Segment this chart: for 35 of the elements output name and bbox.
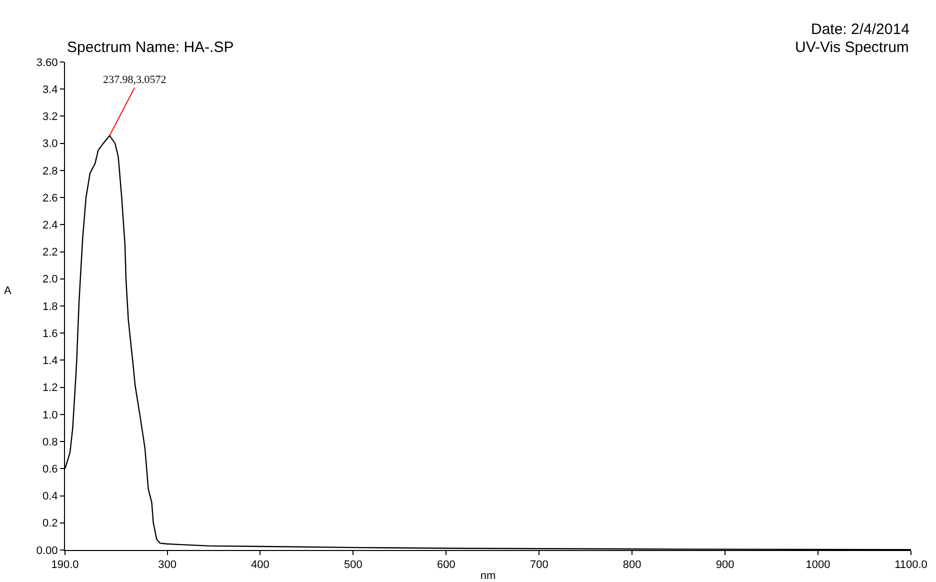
x-axis-title: nm xyxy=(480,570,496,582)
x-tick-label: 700 xyxy=(530,559,548,572)
y-tick-label: 0.00 xyxy=(36,544,58,557)
x-tick-label: 1100.0 xyxy=(894,559,928,572)
y-tick-label: 3.4 xyxy=(42,84,58,96)
y-tick-label: 1.4 xyxy=(42,355,58,368)
y-tick-label: 2.6 xyxy=(42,192,58,204)
y-tick-label: 3.0 xyxy=(42,138,58,150)
x-tick-label: 300 xyxy=(158,559,176,572)
y-tick-label: 0.4 xyxy=(42,490,58,503)
y-tick-label: 3.60 xyxy=(36,56,58,69)
y-axis-title: A xyxy=(4,285,12,297)
x-tick-label: 190.0 xyxy=(51,559,79,572)
x-tick-label: 400 xyxy=(251,559,270,572)
y-tick-label: 1.6 xyxy=(42,328,58,340)
y-tick-label: 1.0 xyxy=(42,409,58,422)
y-tick-label: 0.2 xyxy=(42,518,58,530)
chart-subtitle: UV-Vis Spectrum xyxy=(795,39,909,56)
x-tick-label: 500 xyxy=(344,559,362,572)
y-tick-label: 2.2 xyxy=(42,246,58,259)
x-tick-label: 800 xyxy=(622,559,642,572)
x-tick-label: 600 xyxy=(436,559,456,572)
text: Date: 2/4/2014 xyxy=(811,21,910,38)
x-tick-label: 1000 xyxy=(806,559,830,572)
y-tick-label: 1.8 xyxy=(42,300,58,313)
annotation: 237.98,3.0572 xyxy=(103,74,166,86)
x-tick-label: 900 xyxy=(716,559,734,572)
y-tick-label: 2.4 xyxy=(42,220,58,232)
y-tick-label: 2.0 xyxy=(42,274,58,286)
y-tick-label: 1.2 xyxy=(42,382,58,394)
y-tick-label: 2.8 xyxy=(42,165,58,178)
chart-title: Spectrum Name: HA-.SP xyxy=(67,39,234,56)
y-tick-label: 3.2 xyxy=(42,111,58,124)
y-tick-label: 0.6 xyxy=(42,464,58,476)
y-tick-label: 0.8 xyxy=(42,436,58,448)
